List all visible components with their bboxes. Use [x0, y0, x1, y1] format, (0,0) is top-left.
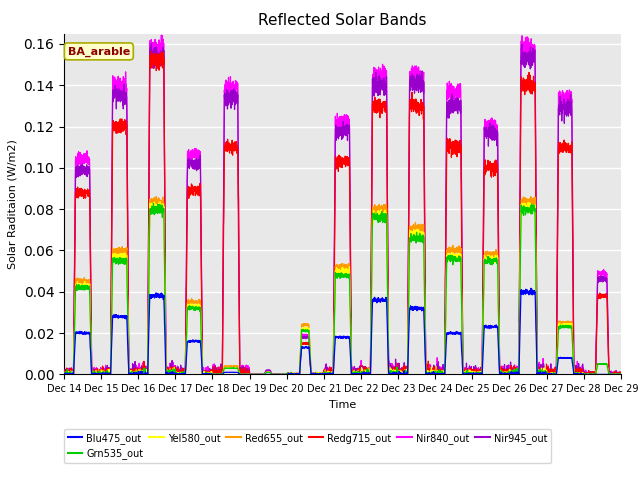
Title: Reflected Solar Bands: Reflected Solar Bands [258, 13, 427, 28]
Y-axis label: Solar Raditaion (W/m2): Solar Raditaion (W/m2) [8, 139, 18, 269]
X-axis label: Time: Time [329, 400, 356, 409]
Legend: Blu475_out, Grn535_out, Yel580_out, Red655_out, Redg715_out, Nir840_out, Nir945_: Blu475_out, Grn535_out, Yel580_out, Red6… [64, 429, 551, 463]
Text: BA_arable: BA_arable [68, 46, 130, 57]
